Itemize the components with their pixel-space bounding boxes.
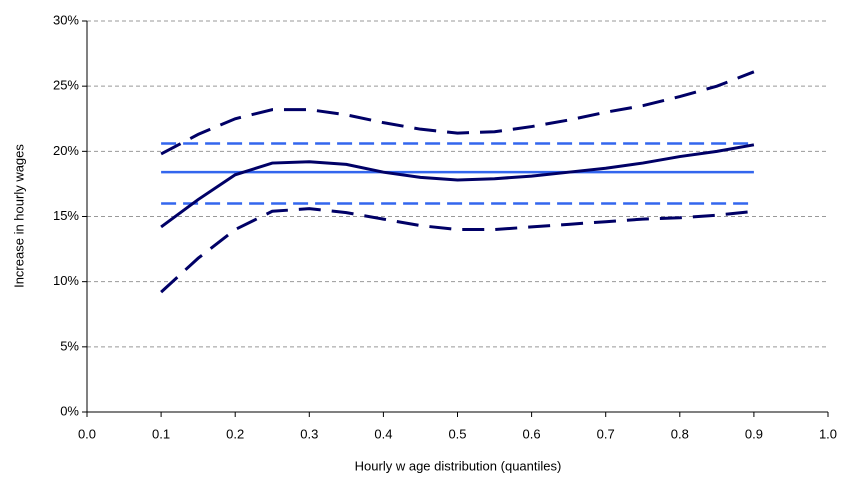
series-line	[160, 70, 755, 156]
series-line	[160, 143, 755, 229]
x-tick-label: 0.1	[152, 426, 170, 441]
x-tick-label: 0.6	[523, 426, 541, 441]
x-tick-label: 0.2	[226, 426, 244, 441]
x-axis-label: Hourly w age distribution (quantiles)	[355, 458, 562, 473]
y-tick-label: 25%	[53, 78, 79, 93]
y-tick-label: 10%	[53, 273, 79, 288]
series-line	[160, 207, 755, 294]
y-axis-label: Increase in hourly wages	[11, 144, 26, 288]
x-tick-label: 0.5	[448, 426, 466, 441]
x-tick-label: 0.4	[374, 426, 392, 441]
x-tick-label: 0.8	[671, 426, 689, 441]
y-tick-label: 30%	[53, 12, 79, 27]
x-tick-label: 1.0	[819, 426, 837, 441]
y-tick-label: 20%	[53, 143, 79, 158]
x-tick-label: 0.7	[597, 426, 615, 441]
y-tick-label: 0%	[60, 403, 79, 418]
x-tick-label: 0.3	[300, 426, 318, 441]
x-tick-label: 0.9	[745, 426, 763, 441]
y-tick-label: 15%	[53, 208, 79, 223]
x-tick-label: 0.0	[78, 426, 96, 441]
y-tick-label: 5%	[60, 338, 79, 353]
